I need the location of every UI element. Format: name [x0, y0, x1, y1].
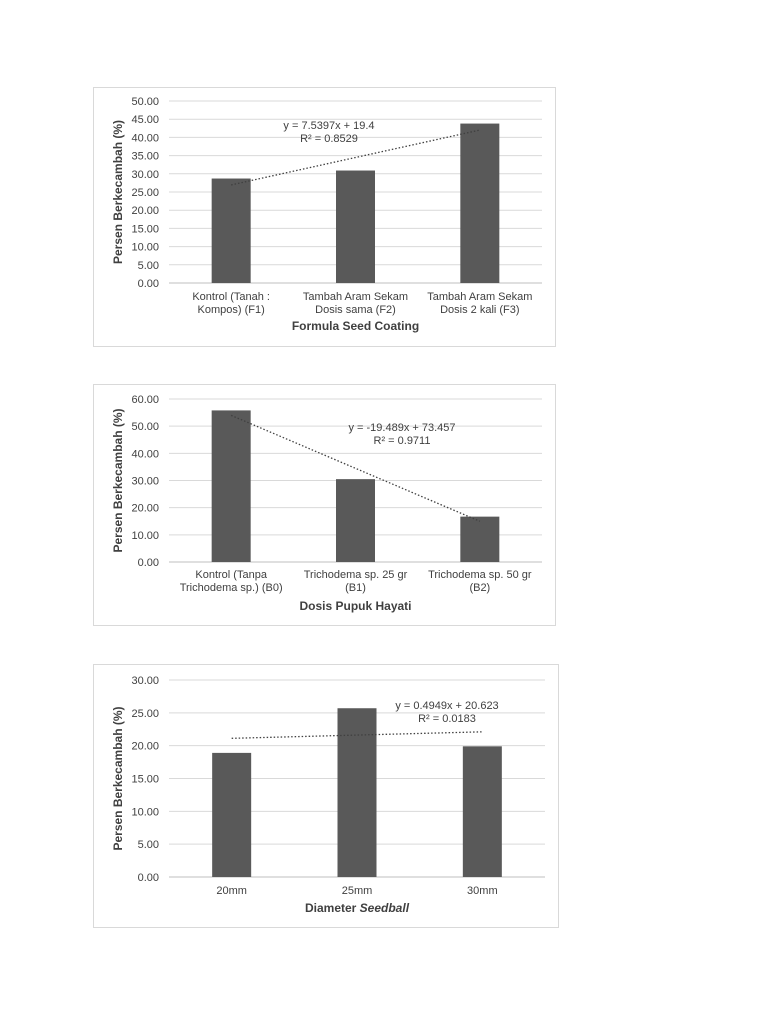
chart-2-y-tick-label: 10.00 — [131, 530, 159, 542]
chart-3-x-axis-title: Diameter Seedball — [305, 901, 410, 915]
chart-2-y-axis-title: Persen Berkecambah (%) — [111, 408, 125, 552]
chart-3-trend-r2: R² = 0.0183 — [418, 713, 476, 725]
chart-2-x-axis-title: Dosis Pupuk Hayati — [299, 599, 411, 613]
chart-1-svg: 0.00 5.00 10.00 15.00 20.00 25.00 30.00 35.00 40… — [111, 96, 542, 333]
chart-1-panel: 0.00 5.00 10.00 15.00 20.00 25.00 30.00 35.00 40… — [93, 87, 556, 347]
chart-1-trend-equation: y = 7.5397x + 19.4 — [283, 120, 374, 132]
chart-2-category-label-2: Trichodema sp. 25 gr (B1) — [304, 569, 408, 594]
chart-2-y-tick-label: 0.00 — [138, 557, 159, 569]
chart-1-category-label-3: Tambah Aram Sekam Dosis 2 kali (F3) — [427, 291, 532, 316]
chart-1-y-tick-label: 20.00 — [131, 205, 159, 217]
chart-2-svg: 0.00 10.00 20.00 30.00 40.00 50.00 60.00 Kontro… — [111, 394, 542, 613]
chart-3-panel: 0.00 5.00 10.00 15.00 20.00 25.00 30.00 20mm 25m… — [93, 664, 559, 928]
chart-3-category-label-3: 30mm — [467, 885, 498, 897]
chart-1-x-axis-title: Formula Seed Coating — [292, 319, 419, 333]
chart-3-bar-1 — [212, 752, 252, 877]
chart-3-category-label-1: 20mm — [216, 885, 247, 897]
chart-3-y-tick-label: 25.00 — [131, 708, 159, 720]
chart-1-bar-1 — [211, 178, 251, 283]
chart-1-y-tick-label: 25.00 — [131, 187, 159, 199]
chart-3-y-tick-label: 20.00 — [131, 741, 159, 753]
chart-3-y-tick-label: 15.00 — [131, 774, 159, 786]
chart-3-y-tick-label: 10.00 — [131, 806, 159, 818]
chart-2-y-tick-label: 40.00 — [131, 448, 159, 460]
chart-2-trend-r2: R² = 0.9711 — [374, 435, 431, 447]
chart-2-trendline — [230, 414, 481, 522]
chart-1-trendline — [231, 129, 480, 186]
chart-2-y-tick-label: 60.00 — [131, 394, 159, 406]
chart-1-y-axis-title: Persen Berkecambah (%) — [111, 120, 125, 264]
chart-3-y-tick-label: 30.00 — [131, 675, 159, 687]
chart-3-category-label-2: 25mm — [342, 885, 373, 897]
chart-2-trend-equation: y = -19.489x + 73.457 — [348, 422, 455, 434]
chart-2-bar-3 — [460, 516, 500, 562]
chart-2-panel: 0.00 10.00 20.00 30.00 40.00 50.00 60.00 Kontro… — [93, 384, 556, 626]
chart-1-y-tick-label: 40.00 — [131, 132, 159, 144]
chart-1-category-label-2: Tambah Aram Sekam Dosis sama (F2) — [303, 291, 408, 316]
chart-1-y-tick-label: 45.00 — [131, 114, 159, 126]
chart-1-bar-3 — [460, 123, 500, 284]
chart-1-y-tick-label: 5.00 — [138, 260, 159, 272]
chart-1-trend-r2: R² = 0.8529 — [300, 133, 358, 145]
chart-1-y-tick-label: 0.00 — [138, 278, 159, 290]
chart-3-y-tick-label: 5.00 — [138, 839, 159, 851]
chart-3-bar-3 — [462, 746, 502, 877]
chart-1-y-tick-label: 10.00 — [131, 242, 159, 254]
chart-1-category-label-1: Kontrol (Tanah : Kompos) (F1) — [192, 291, 270, 316]
chart-3-y-axis-title: Persen Berkecambah (%) — [111, 706, 125, 850]
chart-3-y-tick-label: 0.00 — [138, 872, 159, 884]
chart-1-y-tick-label: 15.00 — [131, 223, 159, 235]
chart-2-y-tick-label: 20.00 — [131, 503, 159, 515]
chart-1-y-tick-label: 35.00 — [131, 151, 159, 163]
chart-3-bar-2 — [337, 708, 377, 877]
chart-2-category-label-3: Trichodema sp. 50 gr (B2) — [428, 569, 532, 594]
chart-2-bar-2 — [336, 479, 375, 562]
chart-1-y-tick-label: 50.00 — [131, 96, 159, 108]
chart-3-trend-equation: y = 0.4949x + 20.623 — [395, 700, 498, 712]
chart-1-bar-2 — [336, 170, 375, 283]
chart-2-bar-1 — [211, 410, 251, 562]
chart-2-y-tick-label: 30.00 — [131, 476, 159, 488]
chart-2-y-tick-label: 50.00 — [131, 421, 159, 433]
chart-2-category-label-1: Kontrol (Tanpa Trichodema sp.) (B0) — [180, 569, 283, 594]
chart-3-svg: 0.00 5.00 10.00 15.00 20.00 25.00 30.00 20mm 25m… — [111, 675, 545, 915]
chart-1-y-tick-label: 30.00 — [131, 169, 159, 181]
